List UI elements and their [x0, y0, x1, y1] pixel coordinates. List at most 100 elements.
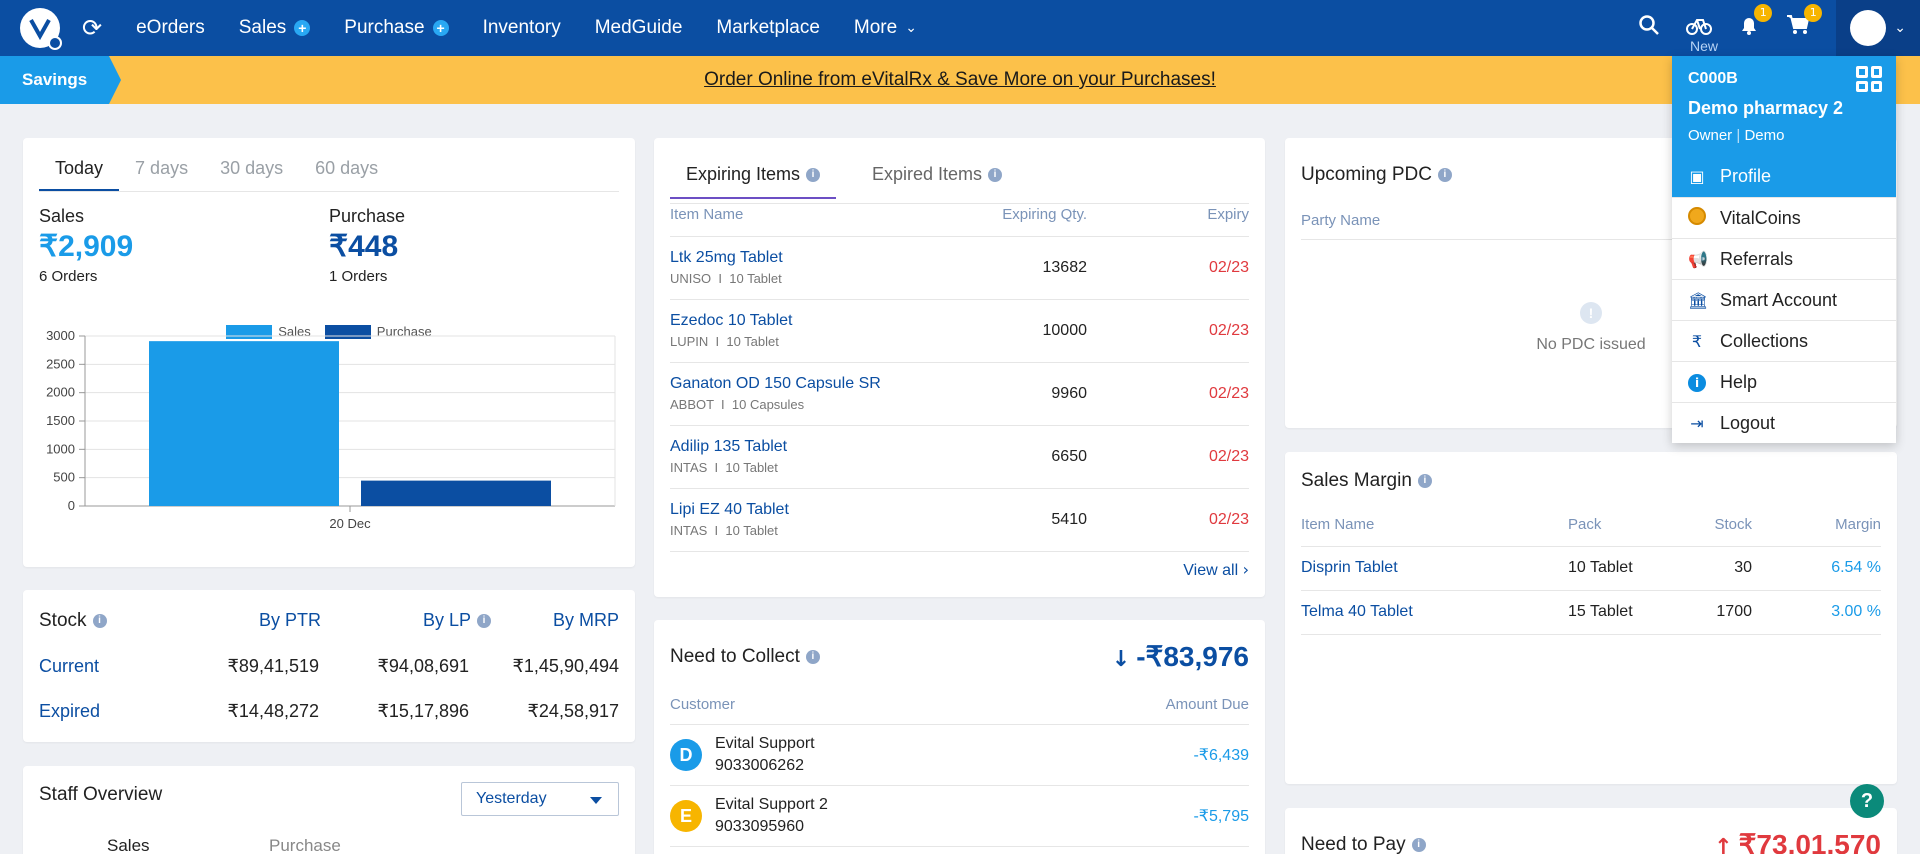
expiry-date: 02/23: [1208, 322, 1249, 339]
sales-label: Sales: [39, 206, 85, 226]
info-icon[interactable]: i: [1437, 167, 1452, 182]
tab-expiring-items[interactable]: Expiring Items i: [670, 150, 837, 199]
margin-row[interactable]: Telma 40 Tablet 15 Tablet 1700 3.00 %: [1301, 591, 1881, 635]
menu-vitalcoins-label: VitalCoins: [1720, 207, 1801, 228]
chevron-down-icon: ⌄: [1894, 20, 1906, 36]
info-icon[interactable]: i: [806, 168, 821, 183]
legend-sales[interactable]: Sales: [226, 324, 311, 339]
margin-stock: 30: [1734, 559, 1752, 576]
menu-referrals[interactable]: 📢 Referrals: [1672, 238, 1896, 279]
item-subtitle: INTAS I 10 Tablet: [670, 460, 778, 475]
col-by-mrp[interactable]: By MRP: [552, 610, 619, 630]
expiring-qty: 9960: [1051, 385, 1087, 402]
tab-60-days[interactable]: 60 days: [315, 158, 379, 178]
stock-current-lp: ₹94,08,691: [377, 656, 469, 676]
tab-7-days[interactable]: 7 days: [135, 158, 189, 178]
purchase-orders: 1 Orders: [329, 268, 388, 285]
amount-due: -₹5,795: [1193, 808, 1249, 825]
app-logo[interactable]: [20, 8, 62, 50]
tab-expired-items[interactable]: Expired Items i: [856, 150, 1018, 197]
staff-period-select[interactable]: Yesterday: [461, 782, 619, 816]
add-sale-icon[interactable]: +: [294, 20, 311, 36]
info-icon[interactable]: i: [805, 649, 820, 664]
rupee-icon: ₹: [1691, 331, 1703, 351]
stock-current-mrp: ₹1,45,90,494: [512, 656, 619, 676]
view-all-link[interactable]: View all ›: [1183, 560, 1249, 580]
margin-item-name[interactable]: Telma 40 Tablet: [1301, 603, 1413, 620]
sales-summary-card: Today 7 days 30 days 60 days Sales ₹2,90…: [23, 138, 635, 567]
info-icon[interactable]: i: [477, 614, 492, 629]
menu-vitalcoins[interactable]: VitalCoins: [1672, 197, 1896, 238]
customer-row[interactable]: E Evital Support 2 9033095960 -₹5,795: [670, 786, 1249, 847]
col-by-lp[interactable]: By LP i: [423, 610, 492, 631]
nav-sales[interactable]: Sales +: [239, 17, 311, 39]
menu-help[interactable]: i Help: [1672, 361, 1896, 402]
stock-row-expired[interactable]: Expired: [39, 701, 101, 721]
cart-icon[interactable]: 1: [1786, 4, 1823, 42]
item-subtitle: INTAS I 10 Tablet: [670, 523, 778, 538]
item-name[interactable]: Ltk 25mg Tablet: [670, 249, 783, 266]
staff-col-sales: Sales: [107, 836, 150, 854]
info-icon[interactable]: i: [92, 613, 107, 628]
menu-logout[interactable]: ⇥ Logout: [1672, 402, 1896, 443]
savings-tag[interactable]: Savings: [0, 56, 122, 104]
nav-marketplace[interactable]: Marketplace: [716, 17, 820, 39]
nav-purchase[interactable]: Purchase +: [344, 17, 449, 39]
expiring-item-row[interactable]: Lipi EZ 40 Tablet INTAS I 10 Tablet 5410 02…: [670, 489, 1249, 552]
col-by-lp-label: By LP: [423, 610, 472, 630]
account-menu-toggle[interactable]: ⌄: [1836, 0, 1920, 56]
margin-list: Disprin Tablet 10 Tablet 30 6.54 % Telma 40 …: [1301, 546, 1881, 635]
help-button[interactable]: ?: [1850, 784, 1884, 818]
x-tick-label: 20 Dec: [329, 516, 371, 531]
menu-collections[interactable]: ₹ Collections: [1672, 320, 1896, 361]
nav-inventory[interactable]: Inventory: [483, 17, 561, 39]
info-icon[interactable]: i: [1417, 473, 1432, 488]
margin-title: Sales Margin i: [1301, 470, 1432, 492]
customer-row[interactable]: D Evital Support 9033006262 -₹6,439: [670, 725, 1249, 786]
tab-30-days[interactable]: 30 days: [220, 158, 284, 178]
info-icon[interactable]: i: [988, 168, 1003, 183]
nav-eorders[interactable]: eOrders: [136, 17, 205, 39]
tab-today[interactable]: Today: [39, 152, 120, 191]
sales-value: ₹2,909: [39, 230, 134, 263]
menu-profile[interactable]: ▣ Profile: [1672, 156, 1896, 197]
add-purchase-icon[interactable]: +: [432, 20, 449, 36]
pay-title: Need to Pay i: [1301, 834, 1426, 854]
pdc-title-text: Upcoming PDC: [1301, 164, 1432, 185]
y-tick-label: 3000: [46, 328, 75, 343]
promo-link[interactable]: Order Online from eVitalRx & Save More o…: [704, 69, 1216, 90]
expiring-item-row[interactable]: Ganaton OD 150 Capsule SR ABBOT I 10 Caps…: [670, 363, 1249, 426]
bell-icon[interactable]: 1: [1738, 4, 1773, 42]
header-expiring-qty: Expiring Qty.: [1002, 206, 1087, 223]
header-party-name: Party Name: [1301, 212, 1381, 229]
info-circle-icon: i: [1688, 372, 1706, 392]
margin-row[interactable]: Disprin Tablet 10 Tablet 30 6.54 %: [1301, 547, 1881, 591]
legend-swatch-sales: [226, 324, 273, 339]
info-icon[interactable]: i: [1411, 837, 1426, 852]
menu-smart-account[interactable]: 🏛 Smart Account: [1672, 279, 1896, 320]
cart-count: 1: [1804, 4, 1823, 22]
item-name[interactable]: Lipi EZ 40 Tablet: [670, 501, 789, 518]
need-to-collect-card: Need to Collect i ↓ -₹83,976 Customer Amou…: [654, 620, 1265, 854]
bicycle-icon[interactable]: [1686, 14, 1713, 42]
nav-marketplace-label: Marketplace: [716, 17, 820, 38]
bar-sales[interactable]: [149, 341, 339, 506]
search-icon[interactable]: [1638, 14, 1660, 42]
stock-row-current[interactable]: Current: [39, 656, 100, 676]
legend-purchase[interactable]: Purchase: [324, 324, 432, 339]
col-by-ptr[interactable]: By PTR: [259, 610, 322, 630]
refresh-icon[interactable]: ⟳: [82, 14, 103, 42]
item-name[interactable]: Adilip 135 Tablet: [670, 438, 788, 455]
item-name[interactable]: Ganaton OD 150 Capsule SR: [670, 375, 881, 392]
collect-title: Need to Collect i: [670, 646, 820, 668]
expiring-item-row[interactable]: Adilip 135 Tablet INTAS I 10 Tablet 6650 02…: [670, 426, 1249, 489]
margin-item-name[interactable]: Disprin Tablet: [1301, 559, 1398, 576]
stock-expired-ptr: ₹14,48,272: [227, 701, 319, 721]
bar-purchase[interactable]: [361, 480, 551, 506]
expiring-item-row[interactable]: Ezedoc 10 Tablet LUPIN I 10 Tablet 10000 02…: [670, 300, 1249, 363]
nav-medguide[interactable]: MedGuide: [595, 17, 683, 39]
item-name[interactable]: Ezedoc 10 Tablet: [670, 312, 793, 329]
nav-more[interactable]: More ⌄: [854, 17, 917, 39]
expiring-item-row[interactable]: Ltk 25mg Tablet UNISO I 10 Tablet 13682 02/…: [670, 237, 1249, 300]
qr-code-icon[interactable]: [1856, 66, 1882, 92]
